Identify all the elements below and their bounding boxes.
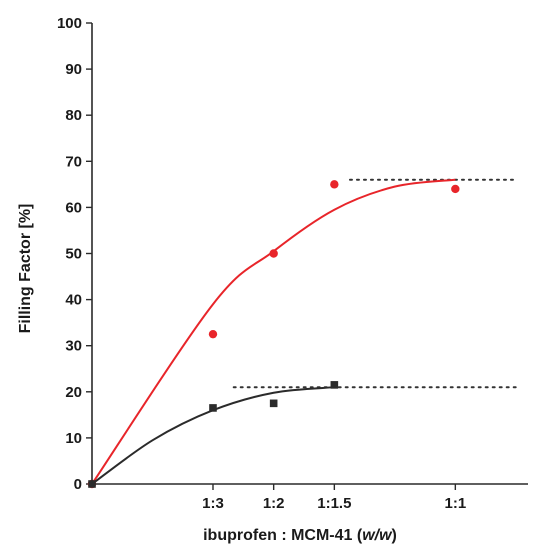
data-point-circle: [330, 180, 339, 189]
y-tick-label: 50: [65, 246, 82, 263]
x-tick-label: 1:2: [263, 495, 285, 512]
x-axis-ticks: 1:3 1:2 1:1.5 1:1: [202, 484, 466, 512]
data-point-circle: [269, 249, 278, 258]
y-axis-title: Filling Factor [%]: [17, 204, 34, 334]
x-axis-title-unit: w/w: [362, 527, 393, 544]
data-point-circle: [451, 184, 460, 194]
fit-curve-1: [91, 386, 335, 485]
plateau-lines: [232, 178, 519, 389]
data-point-circle: [208, 329, 218, 339]
x-axis-title-text: ibuprofen : MCM-41 (: [203, 527, 363, 544]
y-axis-ticks: 0 10 20 30 40 50 60 70 80 90 100: [57, 15, 92, 493]
y-tick-label: 80: [65, 107, 82, 124]
data-points: [87, 180, 460, 489]
y-tick-label: 100: [57, 15, 82, 32]
y-tick-label: 0: [74, 476, 82, 493]
y-tick-label: 70: [65, 153, 82, 170]
x-axis-title: ibuprofen : MCM-41 (w/w): [203, 527, 397, 544]
x-tick-label: 1:1.5: [317, 495, 351, 512]
data-point-square: [330, 381, 339, 389]
x-axis-title-close: ): [392, 527, 397, 544]
x-tick-label: 1:3: [202, 495, 224, 512]
y-tick-label: 10: [65, 430, 82, 447]
y-tick-label: 60: [65, 199, 82, 216]
y-tick-label: 30: [65, 338, 82, 355]
data-point-square: [209, 404, 217, 412]
data-point-square: [269, 399, 278, 408]
fit-curve-0: [91, 178, 456, 485]
fit-curves: [91, 178, 456, 485]
y-tick-label: 20: [65, 384, 82, 401]
x-tick-label: 1:1: [444, 495, 466, 512]
y-tick-label: 40: [65, 292, 82, 309]
y-tick-label: 90: [65, 61, 82, 78]
